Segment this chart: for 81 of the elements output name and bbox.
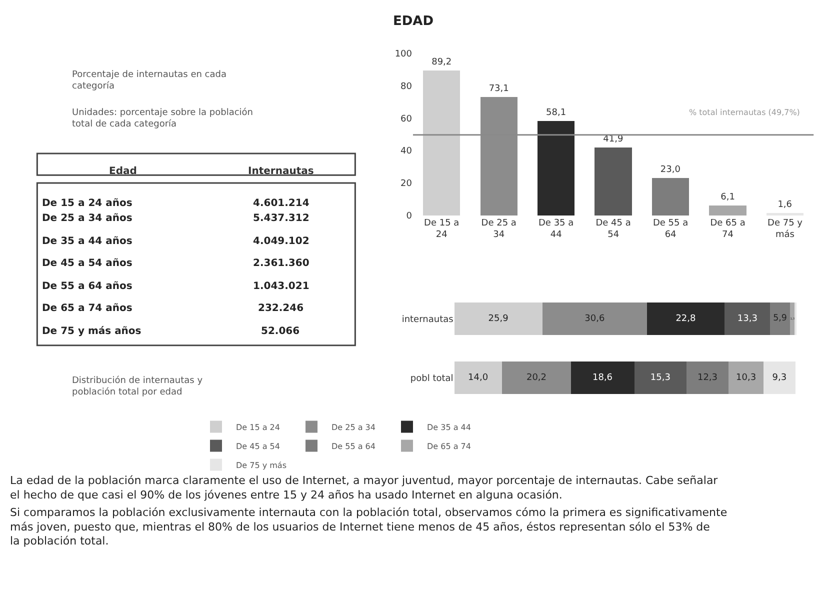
bar [423, 70, 460, 216]
y-tick-label: 100 [394, 49, 412, 60]
legend-label: De 75 y más [236, 460, 286, 470]
x-tick-label: De 55 a 64 [652, 218, 688, 240]
category-label: De 45 a 54 años [42, 258, 132, 269]
legend-label: De 55 a 64 [332, 442, 376, 451]
data-label: 20,2 [526, 372, 547, 383]
legend-label: De 15 a 24 [236, 422, 280, 432]
data-label: 1,6 [778, 200, 792, 210]
text: Unidades: porcentaje sobre la población total de cada categoría [72, 107, 253, 130]
data-label: 14,0 [468, 372, 488, 383]
legend-label: De 35 a 44 [427, 422, 471, 432]
ref-line-label: % total internautas (49,7%) [689, 108, 800, 117]
bar [537, 121, 575, 216]
data-label: 1.043.021 [253, 281, 310, 292]
legend-label: De 45 a 54 [236, 442, 280, 451]
data-label: 89,2 [432, 58, 452, 68]
y-tick-label: 20 [400, 179, 412, 190]
data-label: 22,8 [676, 314, 696, 324]
bar [652, 178, 690, 216]
text: EDAD [393, 14, 434, 29]
data-label: 12,3 [697, 372, 718, 383]
y-tick-label: pobl total [410, 374, 454, 384]
bar [542, 302, 647, 336]
y-tick-label: 40 [400, 146, 412, 157]
bar [454, 362, 502, 394]
bar [686, 362, 728, 394]
y-tick-label: 0 [406, 212, 412, 222]
x-tick-label: De 25 a 34 [481, 218, 516, 240]
category-label: De 35 a 44 años [42, 236, 132, 247]
text: Internautas [248, 166, 314, 177]
x-tick-label: De 65 a 74 [710, 218, 746, 240]
y-tick-label: 60 [400, 114, 412, 124]
data-label: 10,3 [736, 372, 756, 383]
data-label: 6,1 [720, 192, 735, 203]
x-tick-label: De 45 a 54 [596, 218, 631, 240]
data-label: 5,9 [773, 314, 787, 324]
category-label: De 75 y más años [42, 326, 142, 337]
category-label: De 25 a 34 años [42, 213, 132, 224]
bar [790, 302, 795, 336]
x-tick-label: De 15 a 24 [424, 218, 460, 240]
bar [709, 206, 746, 216]
text: Distribución de internautas y población total por edad [72, 375, 204, 398]
data-label: 73,1 [488, 84, 509, 94]
data-label: 30,6 [584, 314, 605, 324]
text: Edad [109, 166, 137, 177]
data-label: 9,3 [772, 372, 787, 383]
legend-label: De 65 a 74 [427, 442, 471, 451]
bar [764, 362, 796, 394]
x-tick-label: De 35 a 44 [538, 218, 574, 240]
category-label: De 55 a 64 años [42, 281, 132, 292]
text: La edad de la población marca claramente el uso de Internet, a mayor juventud, mayor porcentaje de internautas. Cabe señalar el hecho de que casi el 90% de los jóvenes entre 15 y 24 años ha usado Internet en alguna ocasión. [10, 474, 718, 502]
category-label: De 65 a 74 años [42, 303, 132, 314]
data-label: 58,1 [546, 108, 566, 118]
data-label: 232.246 [258, 303, 304, 314]
bar [594, 148, 632, 216]
data-label: 5.437.312 [253, 213, 310, 224]
data-label: 18,6 [592, 372, 613, 383]
x-tick-label: De 75 y más [768, 218, 804, 240]
data-label: 2.361.360 [253, 258, 310, 269]
data-label: 15,3 [650, 372, 670, 383]
text: Si comparamos la población exclusivamente internauta con la población total, observamos cómo la primera es significativamente más joven, puesto que, mientras el 80% de los usuarios de Internet tiene menos de 45 años, éstos representan sólo el 53% de la población total. [10, 506, 728, 548]
bar [570, 362, 634, 394]
y-tick-label: 80 [400, 82, 412, 92]
text: Porcentaje de internautas en cada categoría [72, 70, 226, 92]
bar [770, 302, 790, 336]
bar [634, 362, 687, 394]
y-tick-label: internautas [402, 314, 454, 325]
data-label: 13,3 [737, 314, 758, 324]
data-label: 25,9 [488, 314, 509, 324]
bar [454, 302, 543, 336]
bar [728, 362, 764, 394]
bar [724, 302, 770, 336]
data-label: 52.066 [261, 326, 300, 337]
data-label: 4.601.214 [253, 198, 310, 209]
data-label: 4.049.102 [253, 236, 310, 247]
bar [502, 362, 571, 394]
bar [646, 302, 725, 336]
data-label: 23,0 [660, 165, 681, 176]
category-label: De 15 a 24 años [42, 198, 132, 209]
legend-label: De 25 a 34 [332, 422, 376, 432]
